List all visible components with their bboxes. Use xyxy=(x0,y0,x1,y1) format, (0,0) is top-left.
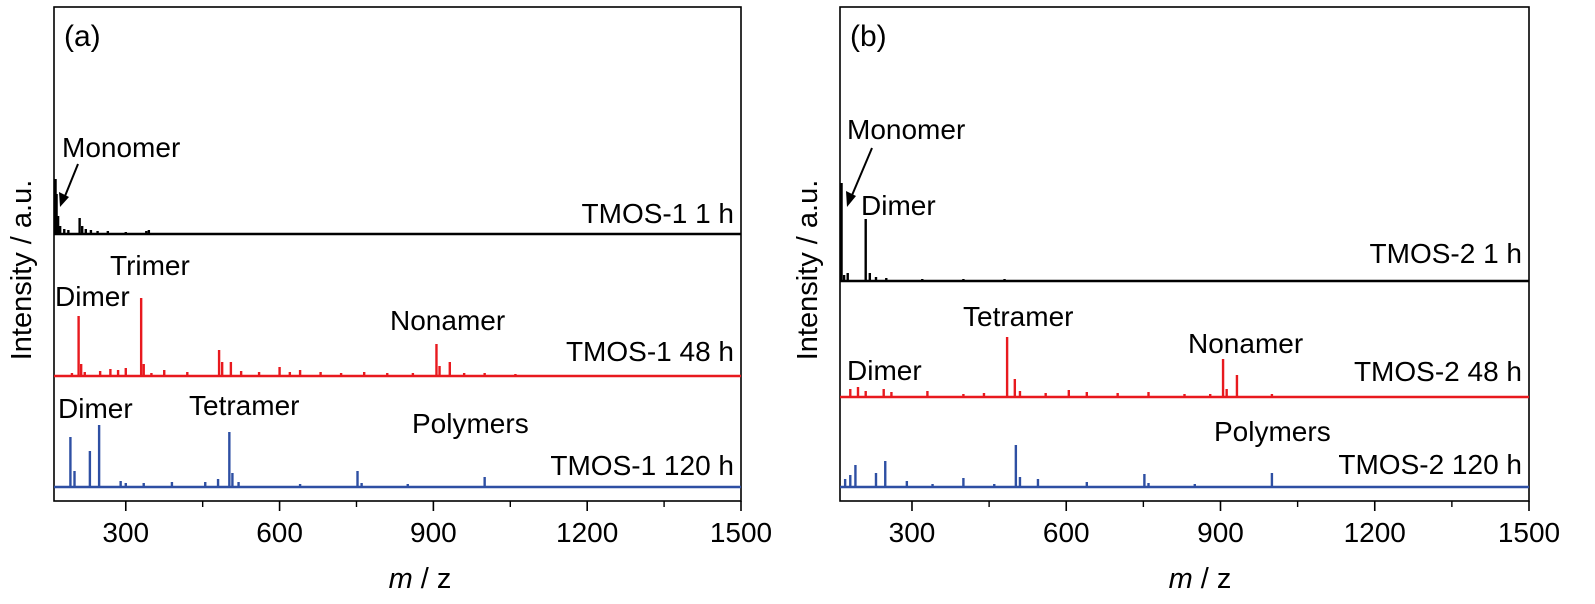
series-a-120h xyxy=(54,425,741,489)
annotation-a-monomer: Monomer xyxy=(62,132,180,163)
annotation-b-dimer-1h: Dimer xyxy=(861,190,936,221)
panel-b-label: (b) xyxy=(850,20,887,53)
annotation-b-polymers: Polymers xyxy=(1214,416,1331,447)
panel-b-series xyxy=(840,183,1529,489)
panel-a-series-label-120h: TMOS-1 120 h xyxy=(550,450,734,481)
x-tick-label: 900 xyxy=(1197,517,1244,548)
panel-b-ticks: 300 600 900 1200 1500 xyxy=(889,501,1560,548)
annotation-b-tetramer: Tetramer xyxy=(963,301,1073,332)
series-a-1h xyxy=(54,179,741,236)
panel-a-label: (a) xyxy=(64,20,101,53)
annotation-b-monomer: Monomer xyxy=(847,114,965,145)
annotation-b-nonamer: Nonamer xyxy=(1188,328,1303,359)
panel-a-xlabel: m / z xyxy=(389,563,452,595)
panel-a-series-label-48h: TMOS-1 48 h xyxy=(566,336,734,367)
annotation-a-monomer-arrowhead xyxy=(59,192,69,207)
panel-a: (a) Intensity / a.u. m / z 300 600 900 1200… xyxy=(6,6,772,595)
annotation-a-dimer-120h: Dimer xyxy=(58,393,133,424)
x-tick-label: 600 xyxy=(1043,517,1090,548)
annotation-b-monomer-arrowhead xyxy=(846,191,856,207)
panel-a-xlabel-rest: / z xyxy=(413,563,452,595)
x-tick-label: 1200 xyxy=(1344,517,1406,548)
x-tick-label: 300 xyxy=(889,517,936,548)
x-tick-label: 1200 xyxy=(556,517,618,548)
panel-a-series xyxy=(54,179,741,489)
panel-a-ylabel: Intensity / a.u. xyxy=(6,180,38,361)
panel-b-xlabel: m / z xyxy=(1169,563,1232,595)
annotation-a-tetramer: Tetramer xyxy=(189,390,299,421)
annotation-a-nonamer: Nonamer xyxy=(390,305,505,336)
panel-b-ylabel: Intensity / a.u. xyxy=(792,180,824,361)
annotation-b-monomer-arrow xyxy=(849,147,873,201)
panel-b-series-label-120h: TMOS-2 120 h xyxy=(1338,449,1522,480)
series-b-1h xyxy=(840,183,1529,283)
series-b-48h xyxy=(840,337,1529,399)
x-tick-label: 900 xyxy=(410,517,457,548)
panel-b-series-label-1h: TMOS-2 1 h xyxy=(1370,238,1522,269)
x-tick-label: 1500 xyxy=(1498,517,1560,548)
x-tick-label: 300 xyxy=(102,517,149,548)
panel-a-ticks: 300 600 900 1200 1500 xyxy=(102,501,772,548)
panel-a-xlabel-m: m xyxy=(389,563,413,595)
annotation-a-monomer-arrow xyxy=(62,163,79,202)
annotation-b-dimer-48h: Dimer xyxy=(847,355,922,386)
series-a-48h xyxy=(54,298,741,378)
panel-b-xlabel-rest: / z xyxy=(1193,563,1232,595)
series-b-120h xyxy=(840,445,1529,489)
panel-b-series-label-48h: TMOS-2 48 h xyxy=(1354,356,1522,387)
annotation-a-polymers: Polymers xyxy=(412,408,529,439)
x-tick-label: 1500 xyxy=(710,517,772,548)
panel-b-frame xyxy=(839,6,1530,502)
panel-a-series-label-1h: TMOS-1 1 h xyxy=(582,198,734,229)
panel-a-frame xyxy=(53,6,742,502)
panel-b: (b) Intensity / a.u. m / z 300 600 900 1200… xyxy=(792,6,1560,595)
x-tick-label: 600 xyxy=(256,517,303,548)
annotation-a-trimer: Trimer xyxy=(110,250,190,281)
annotation-a-dimer-48h: Dimer xyxy=(55,281,130,312)
panel-b-xlabel-m: m xyxy=(1169,563,1193,595)
